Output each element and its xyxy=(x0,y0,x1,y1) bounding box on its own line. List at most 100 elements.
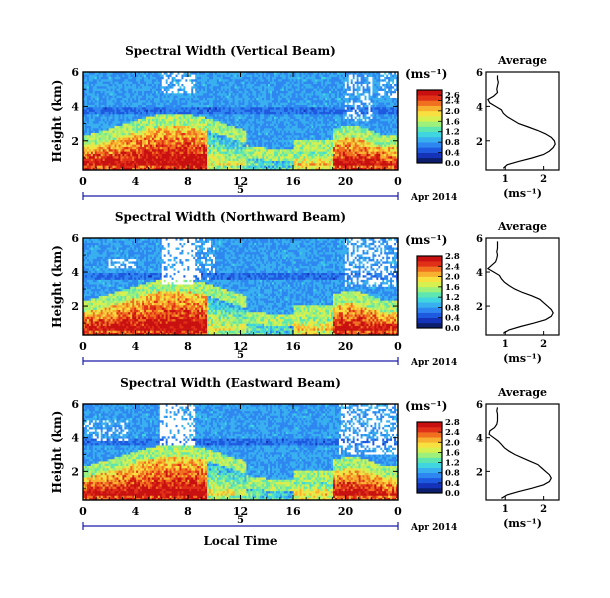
heatmap-cell xyxy=(108,81,111,84)
heatmap-cell xyxy=(149,104,153,108)
heatmap-cell xyxy=(297,153,300,157)
heatmap-cell xyxy=(273,137,277,140)
heatmap-cell xyxy=(112,160,115,164)
heatmap-cell xyxy=(203,116,206,119)
heatmap-cell xyxy=(216,95,220,98)
heatmap-cell xyxy=(163,86,166,89)
heatmap-cell xyxy=(140,153,143,157)
heatmap-cell xyxy=(218,74,222,77)
heatmap-cell xyxy=(118,72,121,75)
heatmap-cell xyxy=(230,151,233,154)
heatmap-cell xyxy=(151,149,155,152)
heatmap-cell xyxy=(171,111,174,115)
heatmap-cell xyxy=(181,139,184,143)
heatmap-cell xyxy=(181,144,184,147)
heatmap-cell xyxy=(181,137,184,140)
heatmap-cell xyxy=(122,114,125,117)
heatmap-cell xyxy=(313,104,316,108)
heatmap-cell xyxy=(90,167,94,171)
heatmap-cell xyxy=(116,118,119,122)
heatmap-cell xyxy=(157,114,161,117)
heatmap-cell xyxy=(287,72,291,75)
heatmap-cell xyxy=(220,151,224,154)
heatmap-cell xyxy=(250,163,253,166)
heatmap-cell xyxy=(275,88,279,91)
heatmap-cell xyxy=(169,95,172,98)
heatmap-cell xyxy=(126,109,129,112)
heatmap-cell xyxy=(167,97,170,101)
heatmap-cell xyxy=(218,125,222,129)
heatmap-cell xyxy=(163,158,166,161)
heatmap-cell xyxy=(201,167,204,171)
heatmap-cell xyxy=(264,86,267,89)
heatmap-cell xyxy=(313,100,316,103)
heatmap-cell xyxy=(238,142,241,145)
heatmap-cell xyxy=(220,93,224,96)
heatmap-cell xyxy=(201,90,204,94)
heatmap-cell xyxy=(240,88,243,91)
heatmap-cell xyxy=(297,88,300,91)
heatmap-cell xyxy=(244,102,247,105)
heatmap-cell xyxy=(234,88,237,91)
heatmap-cell xyxy=(118,158,121,161)
heatmap-cell xyxy=(268,116,271,119)
heatmap-cell xyxy=(98,90,102,94)
heatmap-cell xyxy=(299,81,302,84)
heatmap-cell xyxy=(309,151,312,154)
heatmap-cell xyxy=(209,128,212,131)
heatmap-cell xyxy=(157,123,161,126)
heatmap-cell xyxy=(120,132,123,136)
heatmap-cell xyxy=(212,93,216,96)
heatmap-cell xyxy=(305,109,308,112)
heatmap-cell xyxy=(311,116,314,119)
heatmap-cell xyxy=(205,167,208,171)
heatmap-cell xyxy=(110,132,113,136)
heatmap-cell xyxy=(209,72,212,75)
heatmap-cell xyxy=(130,114,133,117)
heatmap-cell xyxy=(167,137,170,140)
heatmap-cell xyxy=(114,86,117,89)
heatmap-cell xyxy=(258,118,261,122)
heatmap-cell xyxy=(205,158,208,161)
heatmap-cell xyxy=(210,123,214,126)
heatmap-cell xyxy=(236,167,239,171)
heatmap-cell xyxy=(92,167,96,171)
heatmap-cell xyxy=(88,167,92,171)
heatmap-cell xyxy=(214,144,218,147)
heatmap-cell xyxy=(287,132,291,136)
heatmap-cell xyxy=(153,97,157,101)
heatmap-cell xyxy=(181,116,184,119)
heatmap-cell xyxy=(124,135,127,138)
heatmap-cell xyxy=(285,163,289,166)
heatmap-cell xyxy=(291,97,294,101)
heatmap-cell xyxy=(224,93,228,96)
heatmap-cell xyxy=(209,81,212,84)
heatmap-cell xyxy=(86,135,90,138)
heatmap-cell xyxy=(177,144,180,147)
heatmap-cell xyxy=(222,128,226,131)
heatmap-cell xyxy=(116,158,119,161)
heatmap-cell xyxy=(90,158,94,161)
heatmap-cell xyxy=(226,146,229,150)
heatmap-cell xyxy=(195,86,198,89)
heatmap-cell xyxy=(299,158,302,161)
heatmap-cell xyxy=(222,163,226,166)
heatmap-cell xyxy=(183,93,186,96)
heatmap-cell xyxy=(226,130,229,133)
heatmap-cell xyxy=(266,116,269,119)
heatmap-cell xyxy=(197,72,200,75)
heatmap-cell xyxy=(293,95,296,98)
heatmap-cell xyxy=(167,118,170,122)
heatmap-cell xyxy=(299,111,302,115)
heatmap-cell xyxy=(114,130,117,133)
heatmap-cell xyxy=(118,142,121,145)
heatmap-cell xyxy=(83,88,86,91)
heatmap-cell xyxy=(295,156,298,159)
heatmap-cell xyxy=(96,158,100,161)
heatmap-cell xyxy=(132,121,135,124)
heatmap-cell xyxy=(246,107,249,110)
heatmap-cell xyxy=(161,128,165,131)
heatmap-cell xyxy=(236,158,239,161)
heatmap-cell xyxy=(149,123,153,126)
heatmap-cell xyxy=(197,116,200,119)
